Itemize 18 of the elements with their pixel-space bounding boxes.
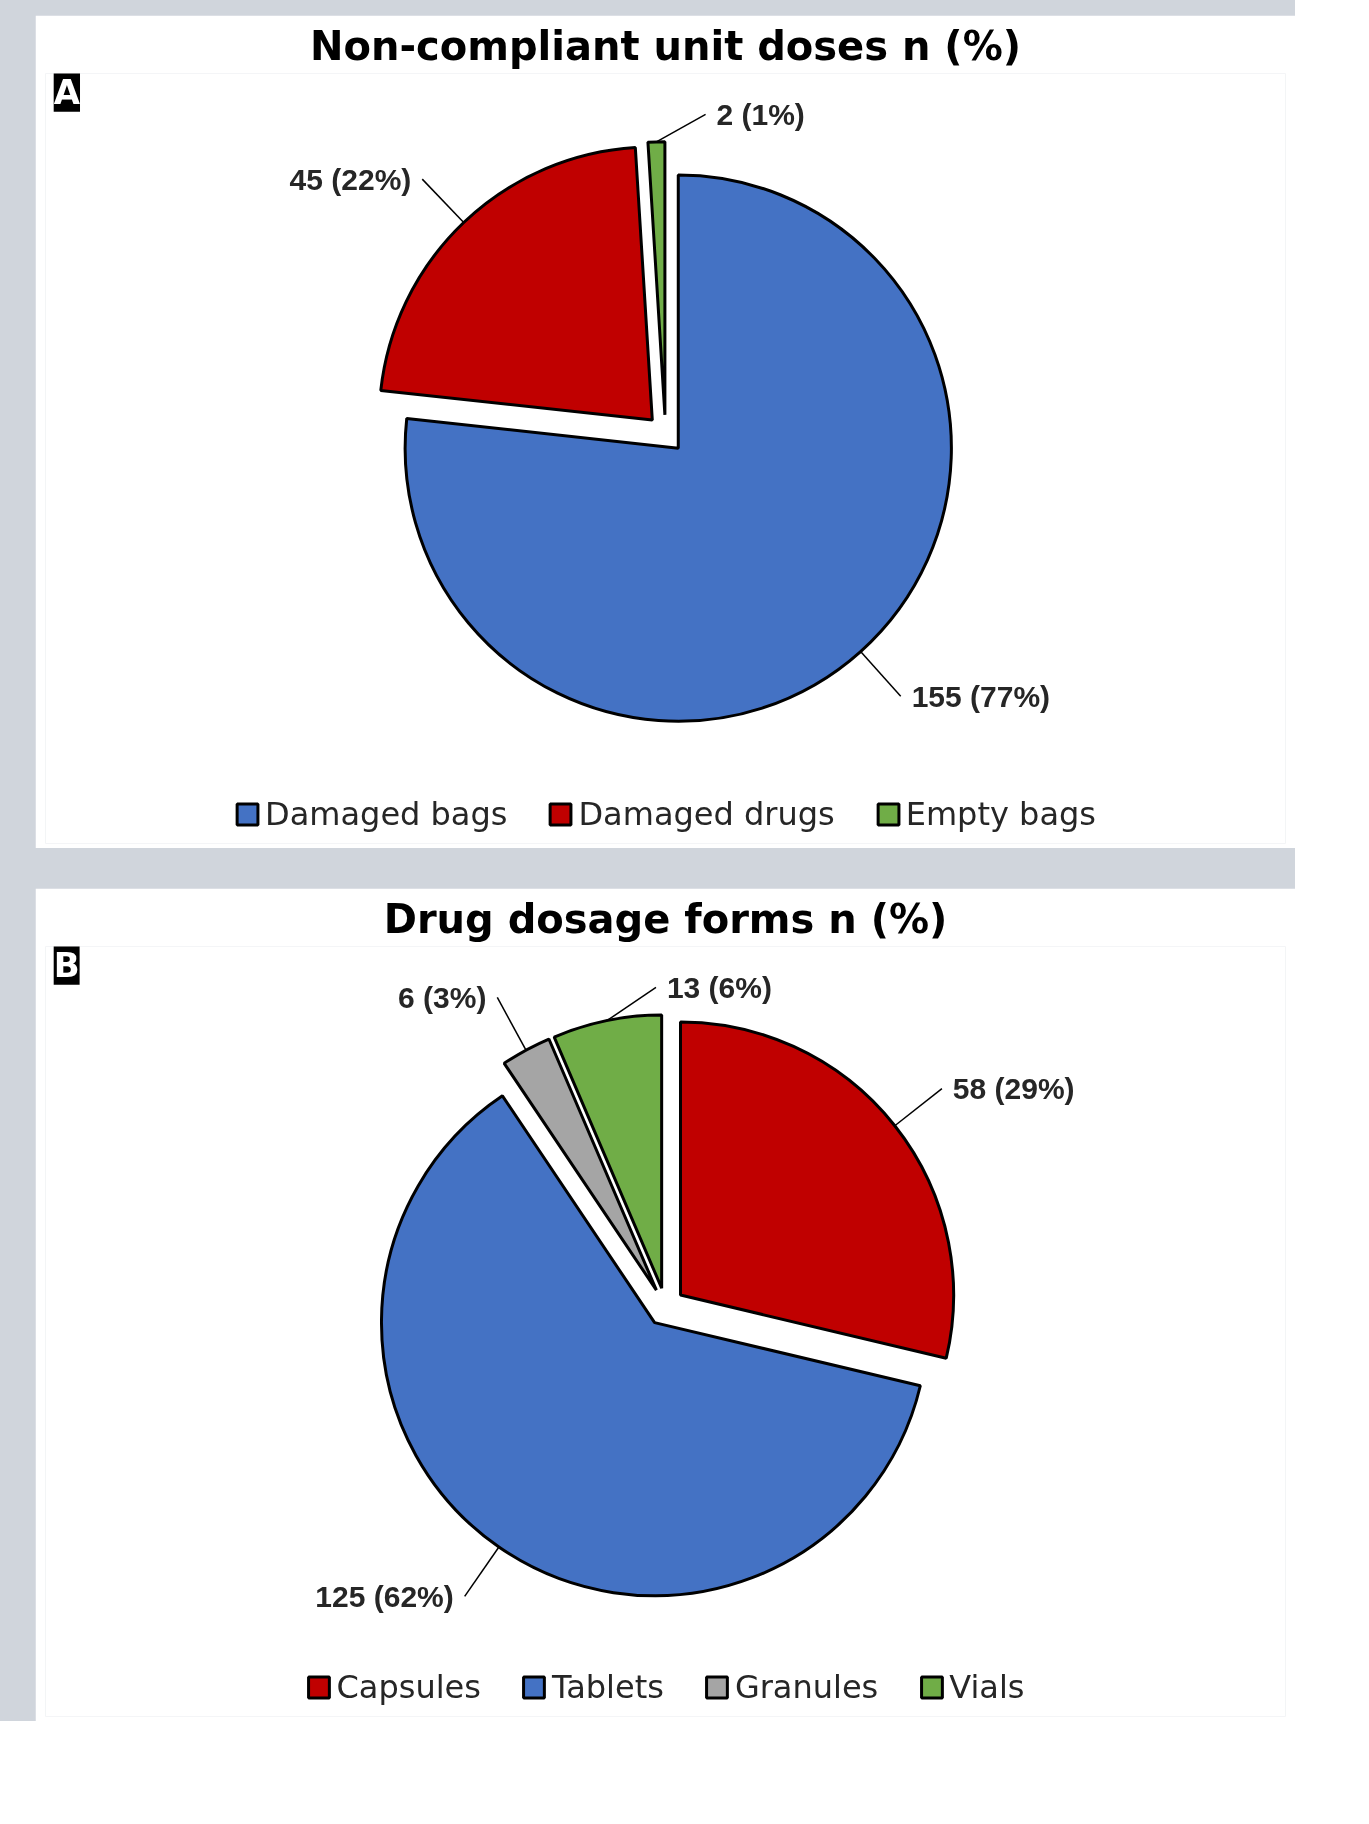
legend-label: Vials — [949, 1668, 1025, 1706]
data-label: 6 (3%) — [398, 980, 487, 1014]
legend-label: Empty bags — [905, 795, 1096, 833]
chart-title: Drug dosage forms n (%) — [383, 895, 948, 942]
chart-title: Non-compliant unit doses n (%) — [309, 22, 1022, 69]
legend-label: Tablets — [551, 1668, 664, 1706]
data-label: 13 (6%) — [666, 970, 772, 1004]
legend-label: Capsules — [336, 1668, 481, 1706]
data-label: 125 (62%) — [315, 1579, 454, 1613]
data-label: 58 (29%) — [952, 1072, 1075, 1106]
legend-label: Granules — [734, 1668, 879, 1706]
legend-label: Damaged bags — [265, 795, 508, 833]
data-label: 155 (77%) — [911, 679, 1051, 713]
text: A — [53, 71, 81, 112]
data-label: 2 (1%) — [716, 97, 805, 131]
data-label: 45 (22%) — [289, 162, 412, 196]
legend-label: Damaged drugs — [578, 795, 835, 833]
text: B — [53, 944, 80, 985]
